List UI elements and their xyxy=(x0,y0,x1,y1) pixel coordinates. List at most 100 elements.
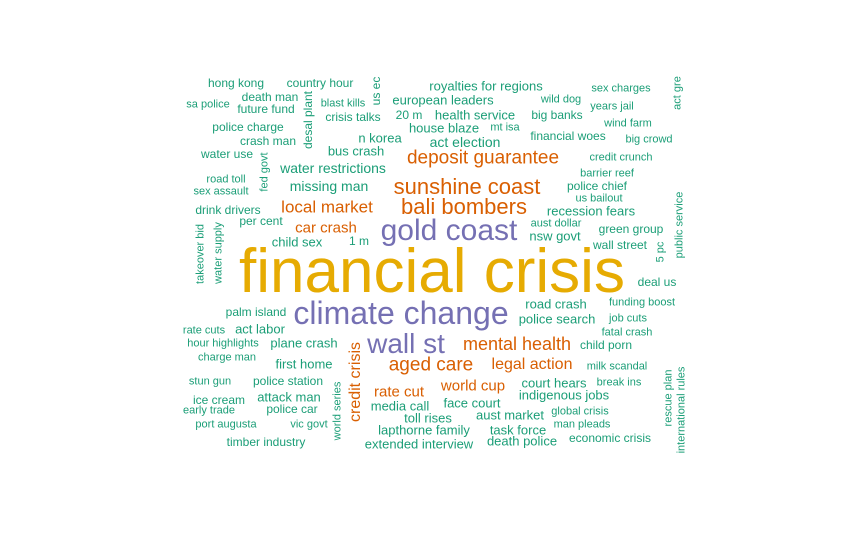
word-act-election: act election xyxy=(429,134,501,150)
word-green-group: green group xyxy=(598,222,664,236)
word-us-ec: us ec xyxy=(369,76,383,106)
word-world-series: world series xyxy=(331,381,344,441)
word-legal-action: legal action xyxy=(491,356,573,373)
word-wall-street: wall street xyxy=(592,238,648,252)
word-future-fund: future fund xyxy=(237,102,295,116)
word-act-gre: act gre xyxy=(671,76,684,110)
word-20-m: 20 m xyxy=(395,108,423,122)
word-road-toll: road toll xyxy=(206,173,246,186)
word-royalties-for-regions: royalties for regions xyxy=(429,78,543,94)
word-missing-man: missing man xyxy=(289,178,369,194)
word-timber-industry: timber industry xyxy=(226,435,306,449)
word-aged-care: aged care xyxy=(388,354,474,376)
word-rate-cut: rate cut xyxy=(373,383,425,401)
word-police-search: police search xyxy=(518,311,596,327)
word-extended-interview: extended interview xyxy=(364,436,474,452)
word-drink-drivers: drink drivers xyxy=(195,203,261,217)
word-country-hour: country hour xyxy=(286,76,354,90)
word-global-crisis: global crisis xyxy=(551,405,609,418)
word-early-trade: early trade xyxy=(183,404,235,417)
word-wall-st: wall st xyxy=(367,328,445,359)
word-fatal-crash: fatal crash xyxy=(601,326,653,339)
word-climate-change: climate change xyxy=(293,295,509,331)
word-attack-man: attack man xyxy=(257,389,321,405)
word-recession-fears: recession fears xyxy=(546,203,636,219)
word-palm-island: palm island xyxy=(225,305,287,319)
word-water-use: water use xyxy=(200,147,254,161)
word-fed-govt: fed govt xyxy=(258,152,271,192)
word-credit-crisis: credit crisis xyxy=(347,341,364,423)
word-media-call: media call xyxy=(370,398,430,414)
word-court-hears: court hears xyxy=(521,375,587,391)
word-n-korea: n korea xyxy=(358,130,402,146)
word-takeover-bid: takeover bid xyxy=(194,224,207,284)
word-desal-plant: desal plant xyxy=(301,90,315,150)
word-act-labor: act labor xyxy=(235,321,285,337)
word-financial-crisis: financial crisis xyxy=(239,237,625,306)
word-financial-woes: financial woes xyxy=(530,129,606,143)
word-wild-dog: wild dog xyxy=(540,93,582,106)
word-job-cuts: job cuts xyxy=(609,312,647,325)
word-big-crowd: big crowd xyxy=(625,133,673,146)
word-house-blaze: house blaze xyxy=(408,120,480,136)
word-crash-man: crash man xyxy=(239,134,297,148)
word-crisis-talks: crisis talks xyxy=(325,110,381,124)
word-task-force: task force xyxy=(489,422,547,438)
word-indigenous-jobs: indigenous jobs xyxy=(518,387,610,403)
word-rate-cuts: rate cuts xyxy=(182,324,226,337)
word-police-station: police station xyxy=(252,374,324,388)
word-economic-crisis: economic crisis xyxy=(568,431,652,445)
word-deposit-guarantee: deposit guarantee xyxy=(406,147,560,169)
word-ice-cream: ice cream xyxy=(192,393,246,407)
word-police-car: police car xyxy=(266,402,318,416)
word-sex-assault: sex assault xyxy=(193,185,249,198)
word-road-crash: road crash xyxy=(525,296,587,312)
word-credit-crunch: credit crunch xyxy=(589,151,653,164)
word-water-restrictions: water restrictions xyxy=(280,160,386,176)
word-charge-man: charge man xyxy=(197,351,257,364)
word-man-pleads: man pleads xyxy=(553,418,611,431)
word-milk-scandal: milk scandal xyxy=(586,360,648,373)
word-car-crash: car crash xyxy=(295,219,357,237)
word-face-court: face court xyxy=(443,395,501,411)
word-vic-govt: vic govt xyxy=(290,418,328,431)
word-sex-charges: sex charges xyxy=(591,82,651,95)
word-public-service: public service xyxy=(673,191,686,259)
word-police-charge: police charge xyxy=(212,120,284,134)
word-nsw-govt: nsw govt xyxy=(529,228,581,244)
word-big-banks: big banks xyxy=(531,108,583,122)
word-child-sex: child sex xyxy=(271,234,323,250)
word-world-cup: world cup xyxy=(440,377,506,395)
word-health-service: health service xyxy=(434,107,516,123)
word-us-bailout: us bailout xyxy=(575,192,623,205)
word-police-chief: police chief xyxy=(566,179,628,193)
word-lapthorne-family: lapthorne family xyxy=(378,422,470,438)
word-local-market: local market xyxy=(281,197,373,217)
word-mental-health: mental health xyxy=(462,334,572,354)
word-bus-crash: bus crash xyxy=(327,143,385,159)
word-rescue-plan: rescue plan xyxy=(662,369,675,427)
word-bali-bombers: bali bombers xyxy=(401,194,527,219)
word-blast-kills: blast kills xyxy=(320,97,366,110)
word-first-home: first home xyxy=(275,356,333,372)
word-years-jail: years jail xyxy=(590,100,634,113)
word-per-cent: per cent xyxy=(239,214,283,228)
word-hour-highlights: hour highlights xyxy=(187,337,259,350)
word-child-porn: child porn xyxy=(579,338,633,352)
word-toll-rises: toll rises xyxy=(404,410,452,426)
word-break-ins: break ins xyxy=(596,376,642,389)
word-hong-kong: hong kong xyxy=(207,76,265,90)
word-5-pc: 5 pc xyxy=(654,241,667,263)
word-death-man: death man xyxy=(241,90,299,104)
word-international-rules: international rules xyxy=(675,366,688,454)
word-sa-police: sa police xyxy=(186,98,230,111)
word-aust-dollar: aust dollar xyxy=(530,217,582,230)
word-mt-isa: mt isa xyxy=(490,121,520,134)
word-1-m: 1 m xyxy=(348,234,370,248)
word-aust-market: aust market xyxy=(476,407,544,423)
word-water-supply: water supply xyxy=(212,222,225,284)
word-european-leaders: european leaders xyxy=(392,92,494,108)
word-death-police: death police xyxy=(486,433,558,449)
word-barrier-reef: barrier reef xyxy=(580,167,634,180)
